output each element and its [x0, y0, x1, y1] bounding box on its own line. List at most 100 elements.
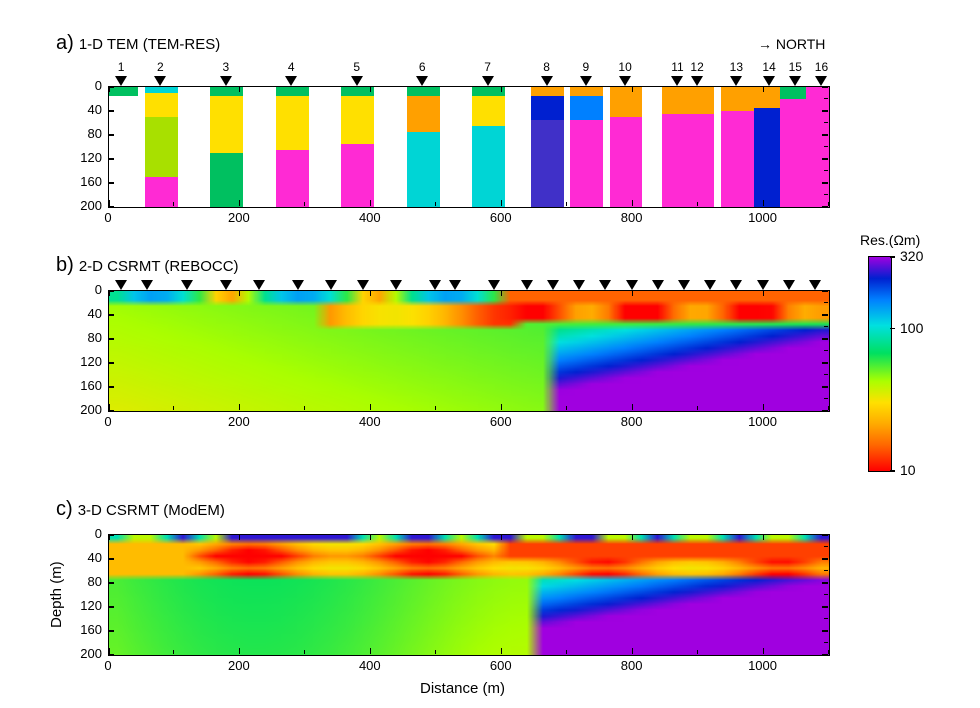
tem-bar-layer	[210, 96, 243, 153]
figure-root: → NORTH a) 1-D TEM (TEM-RES) b) 2-D CSRM…	[0, 0, 980, 708]
x-minor-tick	[828, 406, 829, 410]
tem-bar-layer	[210, 153, 243, 207]
y-tick	[108, 410, 114, 412]
y-minor-tick	[824, 338, 828, 339]
station-marker	[809, 280, 821, 290]
y-minor-tick	[824, 606, 828, 607]
station-marker	[429, 280, 441, 290]
tem-bar-layer	[610, 87, 643, 117]
tem-bar-layer	[531, 87, 564, 96]
panel-c-plot	[108, 534, 830, 656]
y-tick	[108, 558, 114, 560]
station-marker	[253, 280, 265, 290]
y-tick-label: 40	[88, 306, 102, 321]
x-tick-label: 800	[617, 658, 647, 673]
x-minor-tick	[173, 406, 174, 410]
tem-bar-layer	[407, 96, 440, 132]
station-marker	[815, 76, 827, 86]
x-tick	[632, 86, 634, 92]
x-minor-tick	[763, 406, 764, 410]
station-marker	[449, 280, 461, 290]
x-minor-tick	[632, 406, 633, 410]
x-tick-label: 600	[486, 210, 516, 225]
y-tick	[108, 386, 114, 388]
x-minor-tick	[632, 650, 633, 654]
y-minor-tick	[824, 350, 828, 351]
y-minor-tick	[824, 194, 828, 195]
y-tick-label: 80	[88, 126, 102, 141]
x-minor-tick	[763, 650, 764, 654]
x-tick	[370, 534, 372, 540]
x-minor-tick	[501, 650, 502, 654]
station-marker	[580, 76, 592, 86]
x-minor-tick	[566, 650, 567, 654]
tem-bar-layer	[407, 87, 440, 96]
x-tick	[370, 290, 372, 296]
station-marker	[547, 280, 559, 290]
tem-bar-layer	[145, 93, 178, 117]
y-minor-tick	[824, 558, 828, 559]
x-tick	[763, 86, 765, 92]
x-axis-label: Distance (m)	[420, 680, 505, 697]
tem-bar-layer	[570, 120, 603, 207]
x-minor-tick	[304, 202, 305, 206]
station-number: 9	[582, 60, 589, 74]
y-minor-tick	[824, 314, 828, 315]
station-marker	[783, 280, 795, 290]
station-marker	[357, 280, 369, 290]
station-marker	[678, 280, 690, 290]
x-tick-label: 400	[355, 414, 385, 429]
y-tick-label: 160	[80, 622, 102, 637]
station-marker	[757, 280, 769, 290]
y-tick	[108, 158, 114, 160]
tem-bar-layer	[531, 120, 564, 207]
x-tick	[632, 290, 634, 296]
tem-bar-layer	[341, 144, 374, 207]
station-marker	[619, 76, 631, 86]
tem-bar-layer	[570, 96, 603, 120]
x-tick-label: 1000	[748, 414, 778, 429]
colorbar-title: Res.(Ωm)	[860, 232, 920, 248]
station-number: 15	[789, 60, 802, 74]
panel-b-title: 2-D CSRMT (REBOCC)	[79, 258, 239, 275]
y-minor-tick	[824, 546, 828, 547]
x-tick	[501, 534, 503, 540]
station-marker	[730, 76, 742, 86]
tem-bar-layer	[682, 87, 715, 114]
station-marker	[730, 280, 742, 290]
tem-bar-layer	[341, 96, 374, 144]
station-number: 6	[419, 60, 426, 74]
y-minor-tick	[824, 398, 828, 399]
tem-bar-layer	[108, 87, 138, 96]
x-tick-label: 1000	[748, 658, 778, 673]
north-indicator: → NORTH	[758, 36, 825, 52]
panel-a-plot	[108, 86, 830, 208]
x-tick	[239, 290, 241, 296]
station-marker	[390, 280, 402, 290]
colorbar-tick-label: 10	[900, 462, 916, 478]
station-marker	[789, 76, 801, 86]
y-tick	[108, 606, 114, 608]
y-minor-tick	[824, 302, 828, 303]
tem-bar-layer	[145, 117, 178, 177]
panel-c-field	[109, 535, 829, 655]
x-minor-tick	[239, 406, 240, 410]
x-tick-label: 200	[224, 658, 254, 673]
y-minor-tick	[824, 654, 828, 655]
x-tick-label: 400	[355, 210, 385, 225]
y-tick	[108, 654, 114, 656]
y-minor-tick	[824, 110, 828, 111]
x-minor-tick	[566, 202, 567, 206]
station-number: 7	[484, 60, 491, 74]
y-tick-label: 120	[80, 598, 102, 613]
x-minor-tick	[632, 202, 633, 206]
x-minor-tick	[435, 650, 436, 654]
station-number: 11	[671, 60, 683, 74]
x-tick	[108, 534, 110, 540]
x-minor-tick	[501, 406, 502, 410]
panel-b-letter: b)	[56, 254, 74, 276]
x-tick-label: 0	[93, 210, 123, 225]
station-marker	[416, 76, 428, 86]
x-minor-tick	[828, 202, 829, 206]
station-number: 16	[815, 60, 828, 74]
